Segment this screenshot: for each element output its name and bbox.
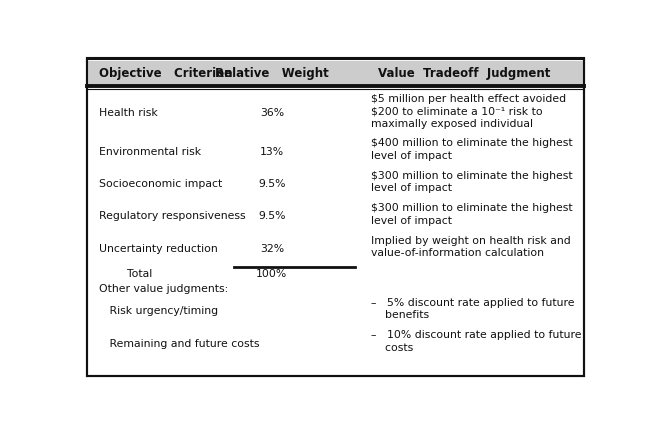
- Text: $300 million to eliminate the highest: $300 million to eliminate the highest: [371, 171, 572, 181]
- Text: benefits: benefits: [371, 311, 429, 320]
- Text: value-of-information calculation: value-of-information calculation: [371, 248, 543, 258]
- Text: –   5% discount rate applied to future: – 5% discount rate applied to future: [371, 298, 574, 308]
- Text: $5 million per health effect avoided: $5 million per health effect avoided: [371, 94, 566, 104]
- Text: 9.5%: 9.5%: [258, 211, 286, 222]
- Text: Implied by weight on health risk and: Implied by weight on health risk and: [371, 236, 570, 246]
- Text: Environmental risk: Environmental risk: [99, 147, 201, 157]
- Text: Total: Total: [99, 269, 153, 279]
- Text: Remaining and future costs: Remaining and future costs: [99, 339, 260, 348]
- Text: $200 to eliminate a 10⁻¹ risk to: $200 to eliminate a 10⁻¹ risk to: [371, 106, 542, 116]
- Text: 36%: 36%: [260, 108, 284, 118]
- Text: 13%: 13%: [260, 147, 284, 157]
- Text: Other value judgments:: Other value judgments:: [99, 284, 229, 294]
- Text: level of impact: level of impact: [371, 216, 452, 226]
- Text: $300 million to eliminate the highest: $300 million to eliminate the highest: [371, 203, 572, 213]
- Text: Risk urgency/timing: Risk urgency/timing: [99, 306, 218, 316]
- Text: Relative   Weight: Relative Weight: [215, 67, 329, 80]
- Text: level of impact: level of impact: [371, 183, 452, 193]
- Text: Value  Tradeoff  Judgment: Value Tradeoff Judgment: [378, 67, 551, 80]
- Text: Health risk: Health risk: [99, 108, 158, 118]
- Text: Socioeconomic impact: Socioeconomic impact: [99, 179, 223, 189]
- Text: $400 million to eliminate the highest: $400 million to eliminate the highest: [371, 138, 572, 149]
- Text: level of impact: level of impact: [371, 151, 452, 161]
- Text: Objective   Criterion: Objective Criterion: [99, 67, 233, 80]
- Text: 32%: 32%: [260, 244, 284, 254]
- Text: –   10% discount rate applied to future: – 10% discount rate applied to future: [371, 331, 581, 340]
- Text: costs: costs: [371, 343, 413, 353]
- Text: 9.5%: 9.5%: [258, 179, 286, 189]
- Text: Uncertainty reduction: Uncertainty reduction: [99, 244, 218, 254]
- Text: maximally exposed individual: maximally exposed individual: [371, 118, 532, 129]
- Text: Regulatory responsiveness: Regulatory responsiveness: [99, 211, 246, 222]
- Text: 100%: 100%: [256, 269, 288, 279]
- Bar: [87, 61, 583, 86]
